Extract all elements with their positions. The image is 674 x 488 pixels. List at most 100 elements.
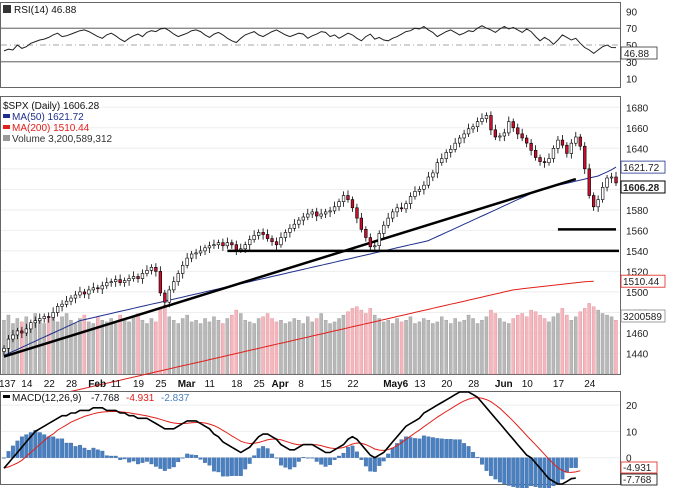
volume-bar [480,320,484,375]
volume-bar [355,306,359,375]
candle [382,224,386,234]
volume-bar [234,309,238,375]
volume-bar [422,318,426,375]
candle [583,145,587,170]
macd-histogram-bar [301,457,306,459]
volume-bar [207,321,212,375]
candle [123,280,127,284]
macd-histogram-bar [243,457,248,470]
macd-histogram-bar [529,457,534,487]
x-tick-label: 137 [0,379,16,390]
volume-bar [417,321,422,375]
x-tick-label: 20 [441,379,453,390]
candle [529,142,533,151]
drawn-annotations [3,177,619,358]
volume-bar [560,308,565,375]
volume-bar [60,316,64,375]
x-tick-label: Apr [272,379,289,390]
legend-symbol: $SPX (Daily) 1606.28 [3,101,100,112]
candle [91,287,96,291]
macd-legend: MACD(12,26,9) -7.768 -4.931 -2.837 [3,393,190,404]
macd-histogram-bar [64,442,69,458]
macd-histogram-bar [46,436,51,458]
macd-histogram-bar [86,449,91,458]
volume-bar [95,316,100,375]
volume-bar [230,314,234,375]
candle [167,289,171,303]
candle [96,287,100,290]
volume-bar [381,321,386,375]
price-tick-label: 1680 [626,103,649,114]
candle [337,201,341,208]
volume-bar [15,318,20,375]
macd-histogram-bar [15,440,20,458]
moving-averages [3,166,617,408]
macd-histogram-bar [564,457,569,473]
candle [359,217,364,230]
volume-bar [33,313,38,375]
macd-histogram-bar [547,457,551,488]
volume-bar [100,320,104,375]
macd-histogram-bar [497,457,502,483]
volume-bar [288,321,292,375]
volume-bar [189,321,194,375]
volume-bar [301,323,306,375]
macd-histogram-bar [346,447,350,458]
candle [6,338,11,349]
volume-bar [82,314,87,375]
macd-histogram-bar [100,450,105,458]
candle [2,348,6,352]
macd-histogram-bar [24,434,29,458]
macd-histogram-bar [189,454,194,458]
macd-histogram-bar [247,457,252,464]
volume-bar [216,320,221,375]
candle [239,248,243,251]
volume-bar [136,313,140,375]
macd-histogram-bar [395,443,400,458]
macd-histogram-bar [399,439,404,458]
ma50-tag: 1621.72 [620,160,666,174]
candle [310,211,314,215]
candle [11,334,15,340]
macd-histogram-bar [171,457,176,468]
candle [55,305,60,313]
x-tick-label: 28 [66,379,78,390]
candle [542,161,547,163]
volume-bar [507,323,511,375]
candle [346,195,350,200]
volume-bar [609,316,614,375]
ma50-line [3,166,617,356]
macd-legend-hist: -2.837 [161,393,190,404]
volume-bar [261,316,265,375]
candle [82,291,87,295]
candle [520,133,524,139]
ma200-line [3,280,594,408]
candle [569,142,574,154]
volume-bar [341,314,346,375]
macd-histogram-bar [51,436,56,458]
candle [225,242,230,247]
macd-histogram-bar [359,457,364,460]
candle [507,121,511,134]
x-tick-label: 14 [21,379,33,390]
price-tick-label: 1500 [626,288,649,299]
volume-bar [185,314,189,375]
x-tick-label: 25 [254,379,266,390]
macd-histogram-bar [337,455,341,458]
volume-tag-value: 3200589 [623,312,662,323]
candle [556,139,560,149]
candle [547,158,551,164]
macd-tags: -4.931 -7.768 [620,461,658,486]
volume-bar [337,318,341,375]
candle [315,211,319,217]
volume-bar [511,318,516,375]
volume-bar [113,323,118,375]
macd-histogram-bar [439,438,444,458]
macd-histogram-bar [466,446,471,458]
macd-histogram-bar [404,436,409,458]
macd-histogram-bar [256,448,261,458]
candle [444,152,448,159]
macd-histogram-bar [33,430,38,458]
candle [565,144,569,154]
x-tick-label: Jun [495,379,513,390]
